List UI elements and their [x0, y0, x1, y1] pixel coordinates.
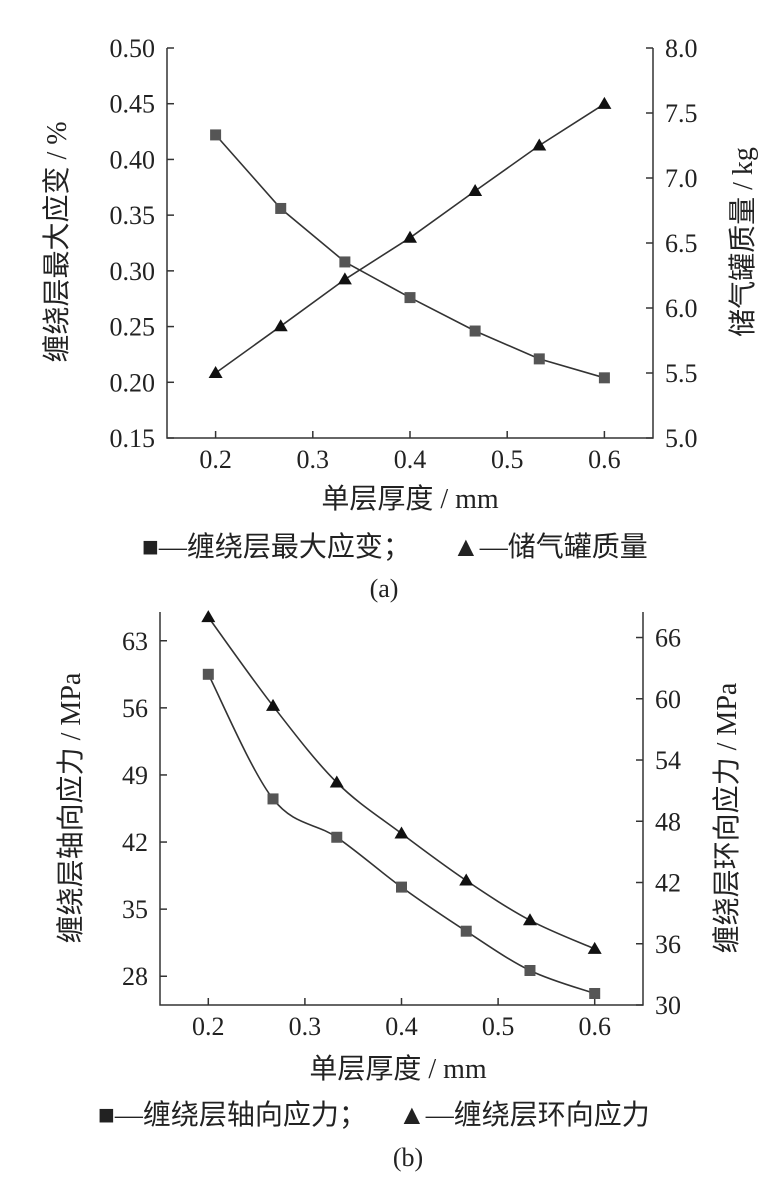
- panel-a-square-marker: [275, 202, 287, 214]
- panel-a-right-tick-label: 7.5: [665, 99, 698, 128]
- panel-b-x-tick-label: 0.6: [578, 1012, 611, 1041]
- panel-a-triangle-marker: [208, 366, 223, 378]
- panel-a-series-line-1: [215, 134, 605, 379]
- panel-a-x-tick-label: 0.6: [588, 445, 621, 474]
- panel-a-x-tick-label: 0.4: [394, 445, 427, 474]
- panel-a-triangle-marker: [468, 184, 483, 196]
- panel-b-square-marker: [524, 964, 536, 976]
- panel-b-triangle-marker: [587, 941, 602, 954]
- panel-b-triangle-marker: [329, 775, 344, 788]
- panel-a-right-tick-label: 5.0: [665, 424, 698, 453]
- panel-b-left-tick-label: 56: [122, 694, 148, 723]
- panel-b-right-tick-label: 48: [655, 807, 681, 836]
- panel-a-left-tick-label: 0.45: [110, 90, 156, 119]
- panel-b-square-marker: [202, 668, 214, 680]
- panel-b-legend-hoop: ▲—缠绕层环向应力: [398, 1099, 650, 1131]
- panel-a-left-tick-label: 0.30: [110, 257, 156, 286]
- panel-b-left-axis-label: 缠绕层轴向应力 / MPa: [55, 672, 87, 943]
- panel-b-legend-axial: ■—缠绕层轴向应力；: [98, 1099, 367, 1131]
- panel-a-x-axis-label: 单层厚度 / mm: [321, 483, 499, 515]
- panel-a-caption: (a): [370, 574, 399, 603]
- panel-a-left-tick-label: 0.40: [110, 145, 156, 174]
- panel-a-x-tick-label: 0.2: [199, 445, 232, 474]
- panel-a-left-tick-label: 0.35: [110, 201, 156, 230]
- panel-b-x-axis-label: 单层厚度 / mm: [309, 1053, 487, 1085]
- panel-b-series-line-2: [207, 616, 596, 950]
- panel-a-square-marker: [469, 325, 481, 337]
- panel-a-legend-mass: ▲—储气罐质量: [452, 531, 648, 563]
- panel-b-right-axis-label: 缠绕层环向应力 / MPa: [711, 682, 743, 953]
- panel-a-square-marker: [339, 256, 351, 268]
- panel-b-square-marker: [396, 881, 407, 893]
- panel-b-right-tick-label: 42: [655, 869, 681, 898]
- panel-b-square-marker: [460, 925, 472, 937]
- panel-a-right-tick-label: 6.0: [665, 294, 698, 323]
- panel-a-right-tick-label: 6.5: [665, 229, 698, 258]
- panel-b-axes-frame: [159, 612, 644, 1006]
- panel-a-x-tick-label: 0.3: [297, 445, 330, 474]
- panel-a-right-axis-label: 储气罐质量 / kg: [727, 147, 759, 337]
- panel-b-left-tick-label: 49: [122, 761, 148, 790]
- panel-b-square-marker: [331, 831, 343, 843]
- panel-b-left-tick-label: 63: [122, 627, 148, 656]
- panel-a-right-tick-label: 7.0: [665, 164, 698, 193]
- panel-b-x-tick-label: 0.4: [385, 1012, 418, 1041]
- panel-a-left-tick-label: 0.50: [110, 34, 156, 63]
- panel-a-left-tick-label: 0.15: [110, 424, 156, 453]
- panel-b-triangle-marker: [522, 913, 537, 926]
- panel-a: 0.2 0.3 0.4 0.5 0.6 0.15 0.20 0.25 0.30 0.35 0.40 0…: [41, 34, 759, 603]
- panel-b-left-tick-label: 28: [122, 962, 148, 991]
- panel-b-right-tick-label: 60: [655, 685, 681, 714]
- panel-b-x-tick-label: 0.3: [289, 1012, 322, 1041]
- panel-b-triangle-marker: [459, 873, 474, 886]
- panel-a-axes-frame: [166, 48, 654, 439]
- panel-a-triangle-marker: [337, 272, 352, 285]
- panel-b-right-tick-label: 54: [655, 746, 681, 775]
- panel-a-right-tick-label: 5.5: [665, 359, 698, 388]
- panel-b: 0.2 0.3 0.4 0.5 0.6 28 35 42 49 56 63 30 36 42 48 54 60 6…: [55, 610, 743, 1172]
- panel-b-square-marker: [267, 793, 279, 805]
- panel-a-right-tick-label: 8.0: [665, 34, 698, 63]
- panel-b-right-tick-label: 36: [655, 930, 681, 959]
- panel-a-square-marker: [404, 292, 416, 304]
- panel-b-x-tick-label: 0.5: [482, 1012, 515, 1041]
- panel-b-triangle-marker: [394, 826, 409, 839]
- panel-a-triangle-marker: [273, 319, 288, 332]
- panel-b-right-tick-label: 30: [655, 991, 681, 1020]
- panel-b-left-tick-label: 42: [122, 828, 148, 857]
- panel-a-triangle-marker: [532, 138, 547, 151]
- panel-a-square-marker: [210, 129, 222, 141]
- panel-b-caption: (b): [393, 1143, 423, 1172]
- panel-a-left-axis-label: 缠绕层最大应变 / %: [41, 121, 73, 362]
- panel-a-square-marker: [533, 353, 545, 365]
- panel-a-x-tick-label: 0.5: [491, 445, 524, 474]
- panel-b-right-tick-label: 66: [655, 624, 681, 653]
- panel-a-left-tick-label: 0.25: [110, 313, 156, 342]
- panel-a-square-marker: [598, 372, 610, 384]
- panel-a-triangle-marker: [597, 96, 612, 109]
- panel-b-square-marker: [589, 987, 601, 999]
- panel-a-triangle-marker: [403, 230, 417, 243]
- panel-b-triangle-marker: [266, 698, 281, 711]
- panel-a-left-tick-label: 0.20: [110, 368, 156, 397]
- panel-b-left-tick-label: 35: [122, 895, 148, 924]
- panel-b-triangle-marker: [201, 610, 216, 623]
- panel-b-x-tick-label: 0.2: [192, 1012, 225, 1041]
- panel-a-legend-strain: ■—缠绕层最大应变；: [142, 531, 411, 563]
